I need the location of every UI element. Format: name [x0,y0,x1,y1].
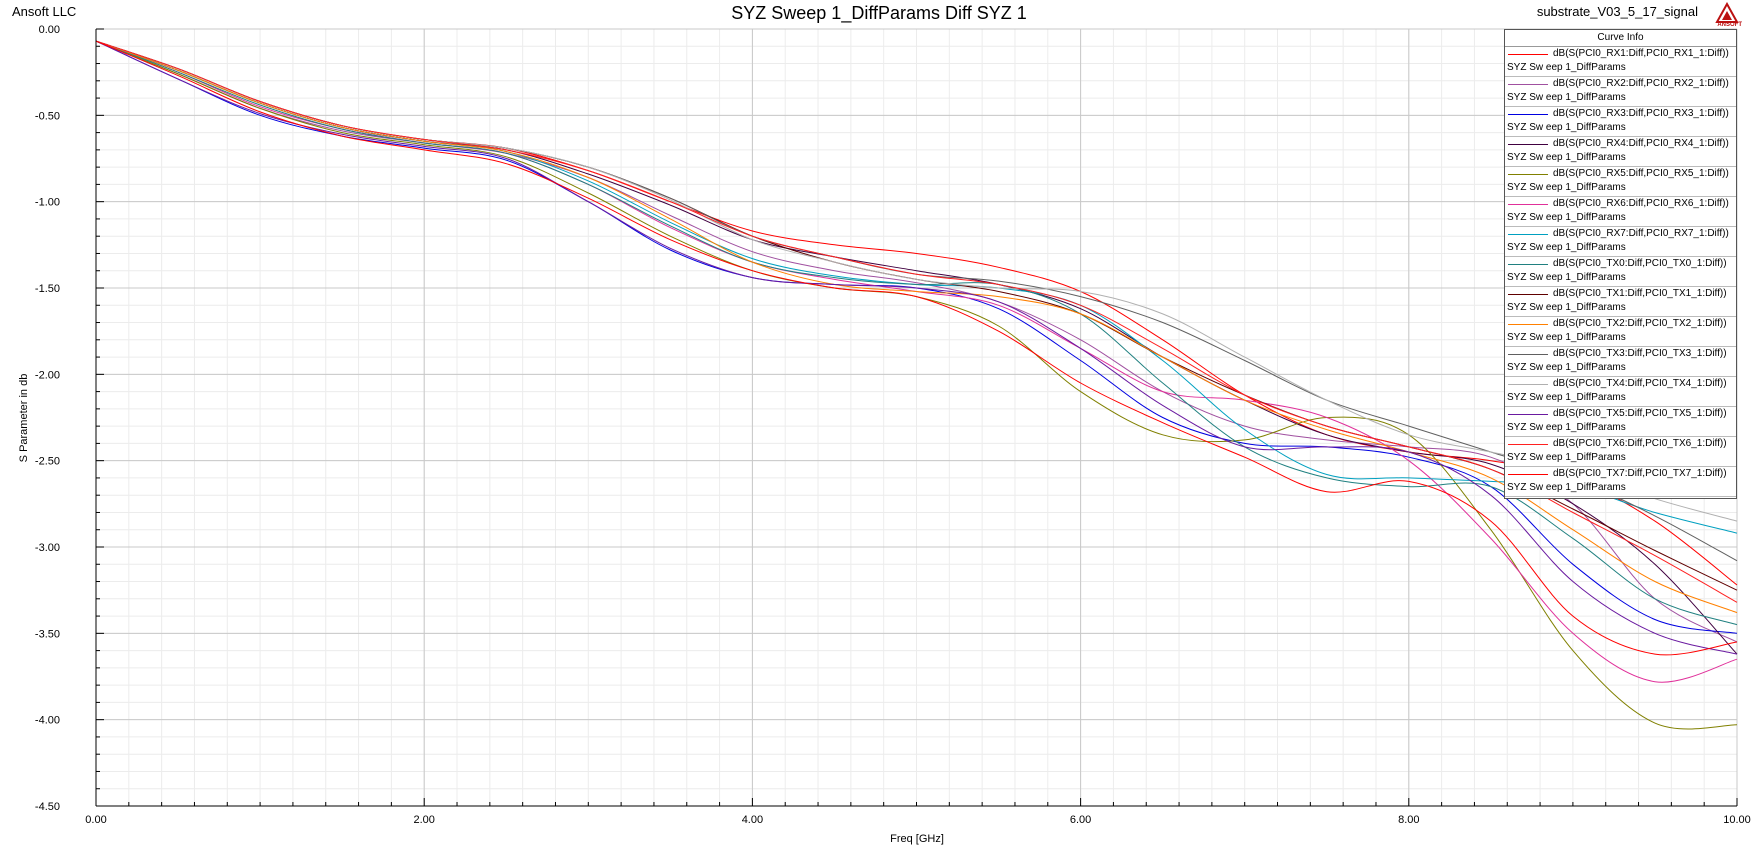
series-line-2 [95,40,1738,643]
y-tick-label: -1.00 [35,197,60,209]
legend-series-name: dB(S(PCI0_TX7:Diff,PCI0_TX7_1:Diff)) [1553,468,1727,479]
y-tick-label: -2.50 [35,456,60,468]
legend-series-subtitle: SYZ Sw eep 1_DiffParams [1507,332,1626,343]
legend-swatch [1508,144,1548,145]
x-axis-label: Freq [GHz] [890,833,944,845]
legend-series-name: dB(S(PCI0_TX2:Diff,PCI0_TX2_1:Diff)) [1553,318,1727,329]
legend-series-name: dB(S(PCI0_RX3:Diff,PCI0_RX3_1:Diff)) [1553,108,1729,119]
legend-series-subtitle: SYZ Sw eep 1_DiffParams [1507,242,1626,253]
legend-series-name: dB(S(PCI0_RX5:Diff,PCI0_RX5_1:Diff)) [1553,168,1729,179]
series-line-15 [95,40,1738,656]
legend-swatch [1508,174,1548,175]
legend-item-3[interactable]: dB(S(PCI0_RX3:Diff,PCI0_RX3_1:Diff)) SYZ … [1505,107,1736,137]
x-tick-label: 8.00 [1398,814,1419,826]
chart-title: SYZ Sweep 1_DiffParams Diff SYZ 1 [731,3,1027,23]
legend-item-15[interactable]: dB(S(PCI0_TX7:Diff,PCI0_TX7_1:Diff)) SYZ … [1505,467,1736,497]
legend-series-name: dB(S(PCI0_TX4:Diff,PCI0_TX4_1:Diff)) [1553,378,1727,389]
legend-item-12[interactable]: dB(S(PCI0_TX4:Diff,PCI0_TX4_1:Diff)) SYZ … [1505,377,1736,407]
legend-series-name: dB(S(PCI0_RX6:Diff,PCI0_RX6_1:Diff)) [1553,198,1729,209]
legend-series-name: dB(S(PCI0_RX2:Diff,PCI0_RX2_1:Diff)) [1553,78,1729,89]
y-tick-label: -0.50 [35,110,60,122]
legend-series-subtitle: SYZ Sw eep 1_DiffParams [1507,362,1626,373]
legend-item-1[interactable]: dB(S(PCI0_RX1:Diff,PCI0_RX1_1:Diff)) SYZ … [1505,47,1736,77]
legend-swatch [1508,444,1548,445]
series-line-13 [95,40,1738,655]
legend-series-name: dB(S(PCI0_TX0:Diff,PCI0_TX0_1:Diff)) [1553,258,1727,269]
y-tick-label: -3.00 [35,542,60,554]
legend-series-subtitle: SYZ Sw eep 1_DiffParams [1507,482,1626,493]
x-tick-label: 10.00 [1723,814,1751,826]
legend-swatch [1508,294,1548,295]
legend-series-subtitle: SYZ Sw eep 1_DiffParams [1507,212,1626,223]
x-tick-label: 0.00 [85,814,106,826]
company-name: Ansoft LLC [12,4,77,19]
legend-swatch [1508,474,1548,475]
legend-item-2[interactable]: dB(S(PCI0_RX2:Diff,PCI0_RX2_1:Diff)) SYZ … [1505,77,1736,107]
legend-series-subtitle: SYZ Sw eep 1_DiffParams [1507,92,1626,103]
legend-item-10[interactable]: dB(S(PCI0_TX2:Diff,PCI0_TX2_1:Diff)) SYZ … [1505,317,1736,347]
series-line-5 [95,40,1738,730]
legend-series-name: dB(S(PCI0_RX4:Diff,PCI0_RX4_1:Diff)) [1553,138,1729,149]
legend-series-subtitle: SYZ Sw eep 1_DiffParams [1507,182,1626,193]
legend-series-subtitle: SYZ Sw eep 1_DiffParams [1507,272,1626,283]
curve-info-legend[interactable]: Curve Info dB(S(PCI0_RX1:Diff,PCI0_RX1_1… [1504,29,1737,499]
legend-swatch [1508,384,1548,385]
legend-series-name: dB(S(PCI0_TX1:Diff,PCI0_TX1_1:Diff)) [1553,288,1727,299]
legend-series-name: dB(S(PCI0_TX5:Diff,PCI0_TX5_1:Diff)) [1553,408,1727,419]
legend-series-name: dB(S(PCI0_RX1:Diff,PCI0_RX1_1:Diff)) [1553,48,1729,59]
legend-series-subtitle: SYZ Sw eep 1_DiffParams [1507,422,1626,433]
legend-swatch [1508,324,1548,325]
series-lines [95,40,1738,730]
legend-series-name: dB(S(PCI0_TX6:Diff,PCI0_TX6_1:Diff)) [1553,438,1727,449]
series-line-14 [95,40,1738,603]
legend-item-14[interactable]: dB(S(PCI0_TX6:Diff,PCI0_TX6_1:Diff)) SYZ … [1505,437,1736,467]
legend-series-subtitle: SYZ Sw eep 1_DiffParams [1507,302,1626,313]
legend-item-9[interactable]: dB(S(PCI0_TX1:Diff,PCI0_TX1_1:Diff)) SYZ … [1505,287,1736,317]
legend-swatch [1508,84,1548,85]
legend-series-subtitle: SYZ Sw eep 1_DiffParams [1507,452,1626,463]
legend-swatch [1508,414,1548,415]
axes: 0.00 2.00 4.00 6.00 8.00 10.00 0.00 -0.50 -1.00 -… [35,24,1751,826]
logo-text: ANSOFT [1717,22,1742,28]
x-tick-label: 2.00 [413,814,434,826]
legend-series-subtitle: SYZ Sw eep 1_DiffParams [1507,392,1626,403]
y-tick-label: -4.00 [35,715,60,727]
series-line-8 [95,40,1738,626]
legend-swatch [1508,114,1548,115]
legend-series-subtitle: SYZ Sw eep 1_DiffParams [1507,152,1626,163]
y-tick-label: -3.50 [35,628,60,640]
legend-series-subtitle: SYZ Sw eep 1_DiffParams [1507,62,1626,73]
legend-item-6[interactable]: dB(S(PCI0_RX6:Diff,PCI0_RX6_1:Diff)) SYZ … [1505,197,1736,227]
legend-series-subtitle: SYZ Sw eep 1_DiffParams [1507,122,1626,133]
legend-item-13[interactable]: dB(S(PCI0_TX5:Diff,PCI0_TX5_1:Diff)) SYZ … [1505,407,1736,437]
legend-item-4[interactable]: dB(S(PCI0_RX4:Diff,PCI0_RX4_1:Diff)) SYZ … [1505,137,1736,167]
legend-item-8[interactable]: dB(S(PCI0_TX0:Diff,PCI0_TX0_1:Diff)) SYZ … [1505,257,1736,287]
y-tick-label: -1.50 [35,283,60,295]
y-axis-label: S Parameter in db [18,374,30,463]
legend-series-name: dB(S(PCI0_RX7:Diff,PCI0_RX7_1:Diff)) [1553,228,1729,239]
y-tick-label: -4.50 [35,801,60,813]
legend-swatch [1508,204,1548,205]
legend-swatch [1508,264,1548,265]
legend-item-11[interactable]: dB(S(PCI0_TX3:Diff,PCI0_TX3_1:Diff)) SYZ … [1505,347,1736,377]
legend-series-name: dB(S(PCI0_TX3:Diff,PCI0_TX3_1:Diff)) [1553,348,1727,359]
legend-item-7[interactable]: dB(S(PCI0_RX7:Diff,PCI0_RX7_1:Diff)) SYZ … [1505,227,1736,257]
legend-items: dB(S(PCI0_RX1:Diff,PCI0_RX1_1:Diff)) SYZ … [1505,47,1736,497]
x-tick-label: 4.00 [742,814,763,826]
legend-swatch [1508,354,1548,355]
y-tick-label: -2.00 [35,369,60,381]
series-line-10 [95,40,1738,614]
project-name: substrate_V03_5_17_signal [1536,4,1698,19]
legend-item-5[interactable]: dB(S(PCI0_RX5:Diff,PCI0_RX5_1:Diff)) SYZ … [1505,167,1736,197]
ansoft-logo-icon [1715,2,1739,23]
y-tick-label: 0.00 [39,24,60,36]
x-tick-label: 6.00 [1070,814,1091,826]
legend-swatch [1508,234,1548,235]
legend-swatch [1508,54,1548,55]
legend-title: Curve Info [1505,30,1736,47]
